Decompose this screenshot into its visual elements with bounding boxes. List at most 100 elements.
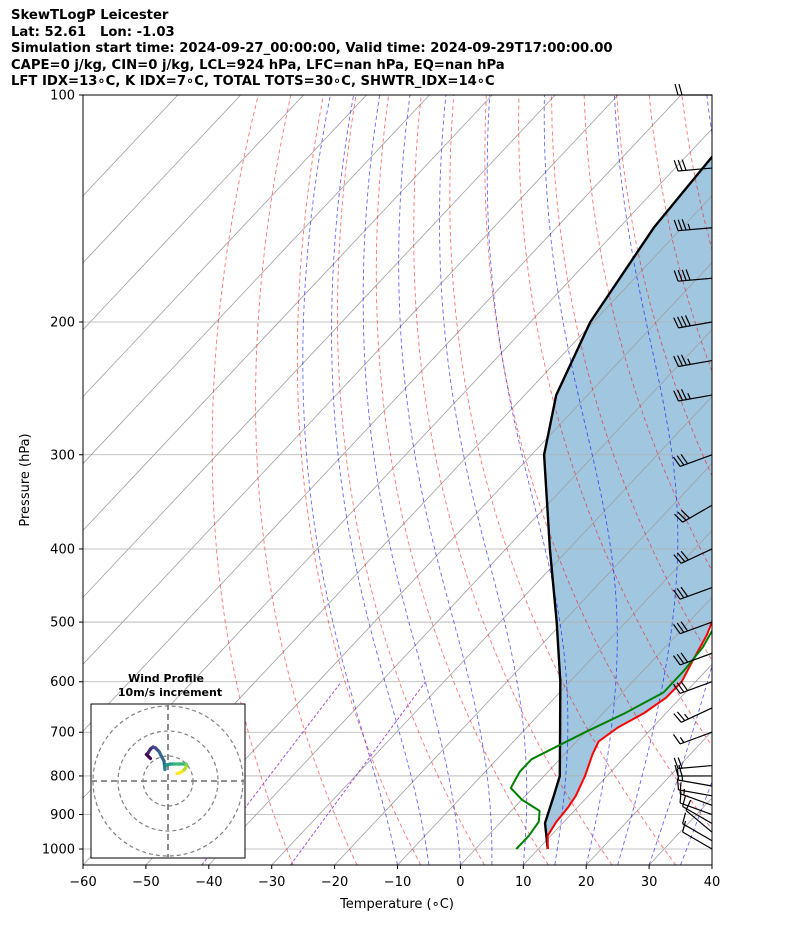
isotherm-20	[585, 730, 712, 865]
wind-barb-400	[673, 548, 713, 564]
wind-barb-flag	[673, 757, 679, 769]
isotherm--100	[83, 95, 556, 598]
moist-adiabat--10	[302, 95, 398, 865]
wind-barb-100	[674, 83, 712, 96]
wind-barb-halfflag	[679, 737, 685, 743]
y-tick-label-1000: 1000	[42, 843, 75, 858]
wind-barb-flag	[674, 764, 679, 777]
wind-barb-975	[682, 812, 713, 842]
wind-barb-staff	[678, 167, 713, 172]
wind-barb-flag	[673, 624, 681, 635]
y-axis-label: Pressure (hPa)	[18, 433, 33, 526]
wind-barb-staff	[678, 394, 713, 402]
isotherm--10	[397, 529, 712, 865]
wind-barb-flag	[673, 317, 680, 329]
isotherm--30	[271, 396, 712, 865]
wind-barb-flag	[676, 552, 686, 562]
x-tick-label--20: −20	[321, 875, 348, 890]
wind-barb-halfflag	[687, 392, 691, 400]
wind-barb-flag	[677, 355, 684, 367]
moist-adiabat-15	[486, 95, 569, 865]
moist-adiabat-20	[543, 95, 618, 865]
wind-barb-staff	[679, 802, 713, 816]
y-tick-label-700: 700	[50, 726, 75, 741]
parcel-profile-line	[542, 154, 712, 850]
cape-cin-fill	[544, 156, 712, 849]
wind-barb-halfflag	[683, 788, 686, 796]
wind-barb-staff	[679, 793, 713, 806]
wind-barb-850	[676, 778, 713, 797]
dry-adiabat--10	[296, 95, 422, 865]
isotherm-50	[775, 95, 794, 865]
y-tick-label-900: 900	[50, 808, 75, 823]
x-tick-label--40: −40	[195, 875, 222, 890]
x-axis-label: Temperature (∘C)	[339, 897, 454, 912]
x-tick-label-10: 10	[515, 875, 532, 890]
wind-barb-800	[674, 764, 713, 777]
wind-barb-550	[673, 652, 713, 666]
wind-barb-775	[673, 757, 713, 770]
wind-barb-flag	[678, 764, 683, 777]
wind-barb-flag	[673, 655, 681, 666]
wind-barb-250	[673, 389, 713, 402]
isotherm--130	[83, 95, 367, 398]
dry-adiabat-130	[780, 95, 794, 865]
sounding-profiles	[509, 154, 712, 850]
wind-barb-staff	[679, 731, 713, 745]
y-tick-label-100: 100	[50, 89, 75, 104]
wind-barb-staff	[678, 277, 713, 282]
wind-barb-700	[673, 731, 713, 745]
wind-barb-staff	[685, 809, 713, 833]
dry-adiabat-110	[714, 95, 794, 865]
wind-barb-flag	[680, 550, 689, 561]
isotherm--150	[83, 95, 241, 264]
wind-barb-flag	[673, 355, 680, 367]
wind-barb-flag	[685, 269, 691, 281]
wind-barb-flag	[673, 713, 682, 723]
header-cape-line: CAPE=0 j/kg, CIN=0 j/kg, LCL=924 hPa, LF…	[11, 57, 505, 73]
x-tick-label--60: −60	[69, 875, 96, 890]
wind-barb-350	[674, 504, 713, 523]
header-title: SkewTLogP Leicester	[11, 8, 169, 23]
wind-barb-flag	[682, 812, 687, 824]
wind-barb-flag	[676, 711, 686, 721]
wind-barb-staff	[680, 707, 713, 723]
wind-barb-flag	[677, 757, 683, 769]
wind-barb-flag	[677, 159, 683, 171]
wind-barb-flag	[676, 588, 685, 599]
wind-barb-halfflag	[687, 358, 691, 365]
isotherm-40	[711, 864, 712, 865]
wind-barb-flag	[677, 389, 684, 401]
wind-barb-875	[679, 782, 713, 806]
moist-adiabat-5	[398, 95, 493, 865]
wind-barb-200	[673, 315, 713, 329]
wind-barb-flag	[673, 160, 679, 172]
y-tick-label-300: 300	[50, 448, 75, 463]
y-tick-label-800: 800	[50, 769, 75, 784]
wind-barb-flag	[681, 219, 687, 231]
wind-barb-flag	[673, 554, 682, 564]
wind-barb-staff	[678, 779, 713, 787]
hodograph-segment-1	[175, 771, 182, 776]
dry-adiabat--30	[211, 95, 294, 865]
wind-barb-650	[673, 707, 713, 723]
wind-barb-925	[682, 795, 713, 825]
wind-barb-staff	[682, 805, 713, 825]
isotherm--110	[83, 95, 493, 532]
temperature-line	[546, 619, 712, 850]
wind-barb-flag	[676, 455, 685, 466]
wind-barb-flag	[680, 586, 689, 597]
wind-barb-flag	[676, 682, 685, 693]
wind-barb-staff	[678, 359, 713, 368]
wind-barb-flag	[674, 83, 679, 96]
wind-barb-flag	[673, 589, 681, 600]
wind-barb-flag	[682, 795, 687, 807]
wind-barb-flag	[679, 782, 682, 794]
dry-adiabat-70	[583, 95, 712, 572]
header-times: Simulation start time: 2024-09-27_00:00:…	[11, 41, 613, 57]
isotherm--140	[83, 95, 304, 331]
wind-barb-flag	[680, 652, 689, 663]
wind-barb-flag	[673, 219, 679, 231]
